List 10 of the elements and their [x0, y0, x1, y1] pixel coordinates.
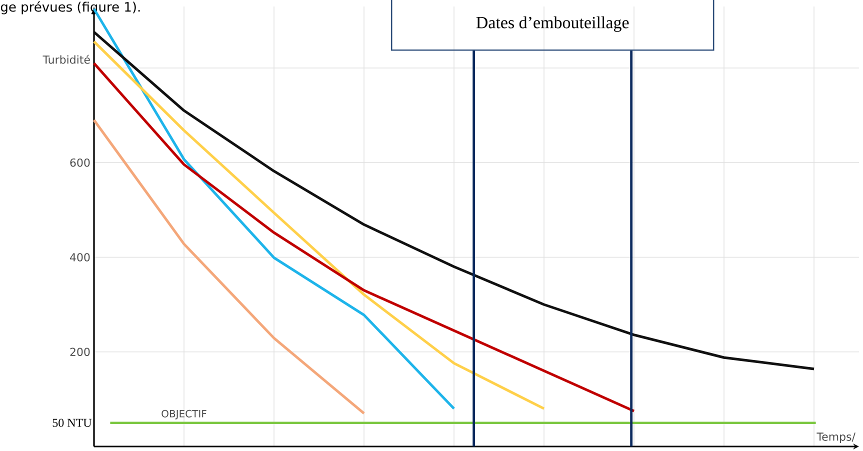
y-tick-label: 600	[70, 158, 90, 167]
y-tick-label: 200	[70, 348, 90, 356]
annotation: Dates d’embouteillage	[476, 16, 629, 32]
annotation: OBJECTIF	[162, 410, 206, 420]
line-series	[92, 40, 546, 410]
y-axis-title: Turbidité	[42, 54, 90, 64]
y-tick-label: 400	[70, 253, 90, 262]
line-series	[92, 30, 816, 370]
x-axis-title: Temps/	[816, 432, 856, 443]
ref-line-label: 50 NTU	[52, 418, 92, 427]
